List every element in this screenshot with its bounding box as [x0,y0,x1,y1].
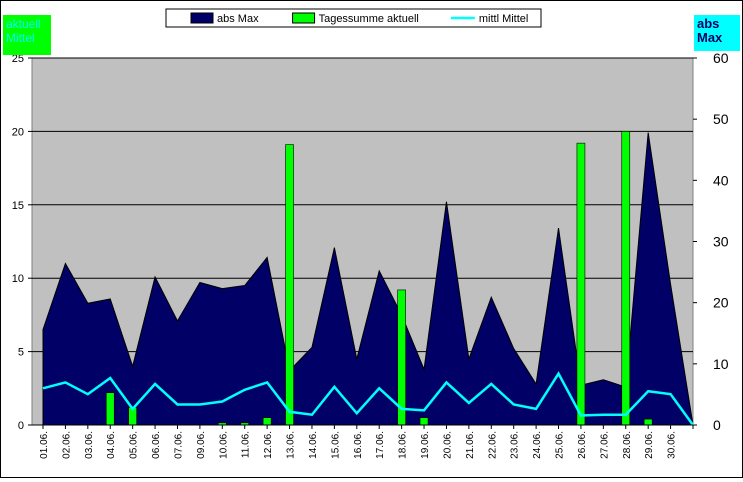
y2-tick-label: 30 [713,234,729,250]
y-tick-label: 15 [12,200,24,212]
legend-label: mittl Mittel [479,13,529,25]
y2-tick-label: 50 [713,111,729,127]
y-tick-label: 25 [12,53,24,65]
x-tick-label: 04.06. [106,431,117,459]
x-tick-label: 01.06. [39,431,50,459]
bar [576,142,586,426]
bar [105,392,115,426]
x-tick-label: 11.06. [241,431,252,458]
x-tick-label: 03.06. [84,431,95,459]
x-tick-label: 13.06. [286,431,297,459]
y2-tick-label: 60 [713,50,729,66]
y2-axis-title: abs Max [694,15,740,51]
x-tick-label: 18.06. [398,431,409,459]
line [42,371,695,426]
x-tick-label: 30.06. [667,431,678,459]
x-tick-label: 24.06. [532,431,543,459]
legend [165,8,542,28]
x-tick-label: 28.06. [622,431,633,459]
legend-swatch [190,12,214,24]
y2-tick-label: 20 [713,295,729,311]
bar [262,417,272,426]
legend-label: Tagessumme aktuell [319,13,419,25]
x-tick-label: 14.06. [308,431,319,459]
x-tick-label: 22.06. [487,431,498,459]
bar [621,131,631,426]
x-tick-label: 12.06. [263,431,274,459]
x-tick-label: 06.06. [151,431,162,459]
y2-tick-label: 10 [713,356,729,372]
bar [285,144,294,426]
y-axis-title: aktuell Mittel [3,15,51,55]
y-tick-label: 20 [12,126,24,138]
x-tick-label: 21.06. [465,431,476,459]
x-tick-label: 09.06. [196,431,207,459]
bar [419,417,429,426]
y-tick-label: 10 [12,273,24,285]
y2-tick-label: 40 [713,172,729,188]
area [42,132,694,426]
bar [643,418,653,426]
x-tick-label: 20.06. [442,431,453,459]
x-tick-label: 16.06. [353,431,364,459]
x-tick-label: 23.06. [510,431,521,459]
y-tick-label: 0 [18,420,24,432]
x-tick-label: 19.06. [420,431,431,459]
y-tick-label: 5 [18,347,24,359]
x-tick-label: 25.06. [555,431,566,459]
x-tick-label: 29.06. [644,431,655,459]
y2-tick-label: 0 [713,417,721,433]
x-tick-label: 10.06. [218,431,229,459]
x-tick-label: 27.06. [599,431,610,459]
x-tick-label: 05.06. [129,431,140,459]
x-tick-label: 26.06. [577,431,588,459]
x-tick-label: 07.06. [173,431,184,459]
x-tick-label: 02.06. [61,431,72,459]
legend-swatch [292,12,316,24]
legend-label: abs Max [217,13,259,25]
x-tick-label: 17.06. [375,431,386,459]
x-tick-label: 15.06. [330,431,341,459]
